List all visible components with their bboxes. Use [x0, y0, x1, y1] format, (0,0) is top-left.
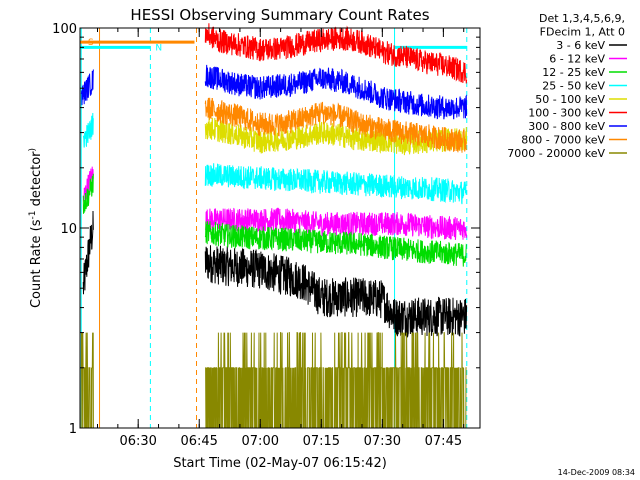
plot-frame: [79, 27, 481, 429]
legend-label: 3 - 6 keV: [556, 39, 605, 52]
chart-title: HESSI Observing Summary Count Rates: [130, 6, 429, 24]
legend-label: 7000 - 20000 keV: [507, 147, 605, 160]
y-axis-label: Count Rate (s-1 detector): [28, 148, 44, 308]
x-tick-label: 07:00: [242, 434, 279, 449]
axes: 1 10 100 06:30 06:45 07:00 07:15 07:30 07:45: [52, 22, 480, 449]
legend-label: 12 - 25 keV: [542, 66, 605, 79]
data-layer: SN: [80, 23, 468, 429]
series-800-7000keV: [204, 97, 468, 153]
legend-label: 800 - 7000 keV: [521, 134, 605, 147]
legend-label: 50 - 100 keV: [535, 93, 605, 106]
x-tick-label: 06:45: [180, 434, 217, 449]
flag-label-1: N: [155, 43, 162, 53]
x-tick-label: 07:15: [303, 434, 340, 449]
legend-label: 6 - 12 keV: [549, 53, 605, 66]
series-100-300keV: [204, 23, 468, 84]
x-tick-label: 07:30: [364, 434, 401, 449]
legend-header: FDecim 1, Att 0: [540, 26, 625, 39]
legend-header: Det 1,3,4,5,6,9,: [539, 12, 625, 25]
series-300-800keV: [80, 64, 468, 120]
series-12-25keV: [82, 173, 468, 267]
x-axis-label: Start Time (02-May-07 06:15:42): [173, 456, 387, 471]
series-50-100keV: [204, 116, 468, 156]
legend: Det 1,3,4,5,6,9,FDecim 1, Att 03 - 6 keV…: [507, 12, 627, 160]
legend-label: 25 - 50 keV: [542, 80, 605, 93]
x-tick-label: 06:30: [119, 434, 156, 449]
series-6-12keV: [82, 166, 468, 241]
series-3-6keV: [82, 210, 468, 339]
y-tick-label: 100: [52, 22, 77, 37]
series-25-50keV: [82, 112, 468, 205]
x-tick-label: 07:45: [425, 434, 462, 449]
legend-label: 300 - 800 keV: [528, 120, 605, 133]
y-tick-label: 10: [60, 222, 77, 237]
flag-label-0: S: [88, 38, 94, 48]
footer-timestamp: 14-Dec-2009 08:34: [558, 468, 635, 477]
legend-label: 100 - 300 keV: [528, 107, 605, 120]
y-tick-label: 1: [69, 422, 77, 437]
